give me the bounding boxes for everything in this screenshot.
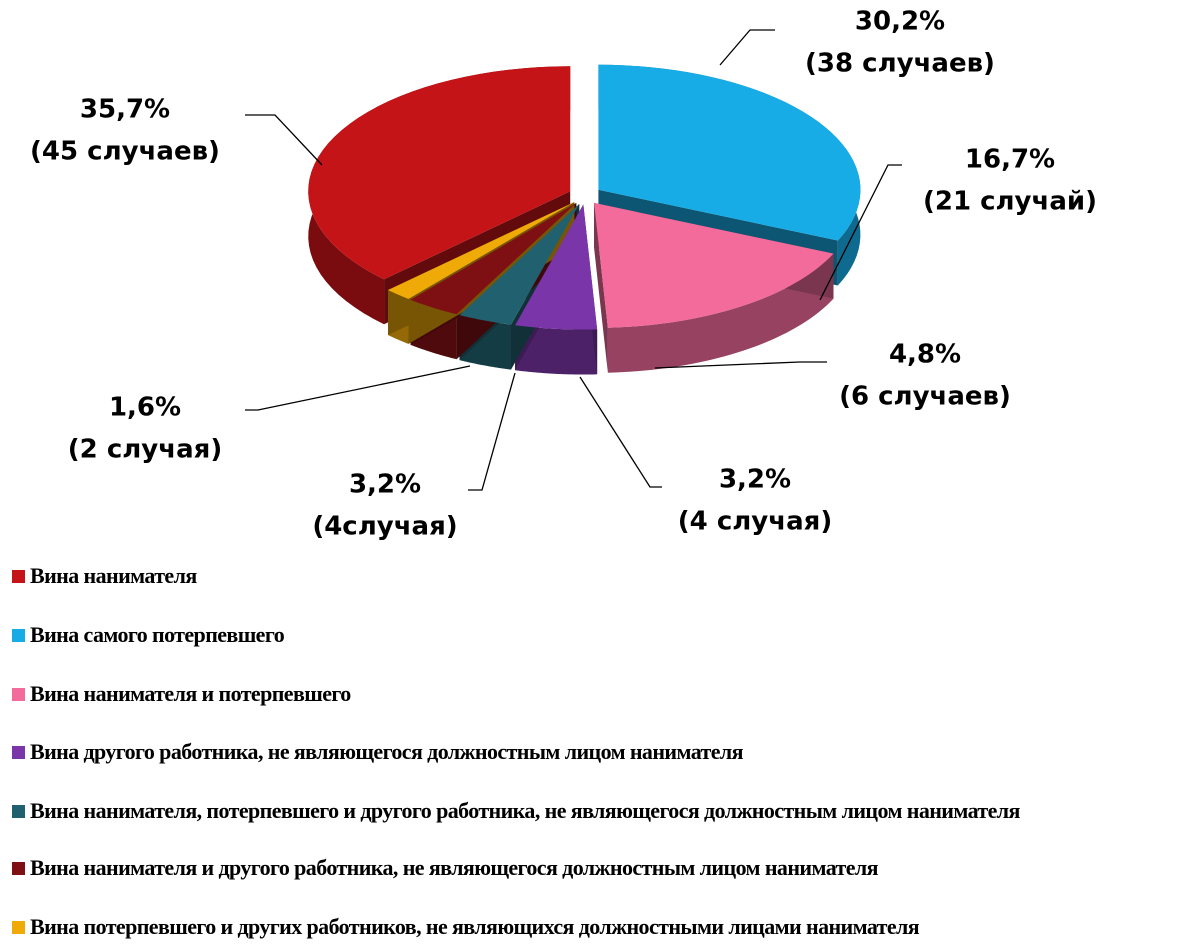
legend-label: Вина самого потерпевшего [30, 622, 285, 647]
legend-label: Вина потерпевшего и других работников, н… [30, 914, 920, 939]
legend-swatch [12, 805, 25, 818]
case-label: (38 случаев) [805, 49, 995, 79]
case-label: (6 случаев) [839, 382, 1011, 412]
slice [594, 202, 834, 328]
legend-label: Вина нанимателя, потерпевшего и другого … [30, 798, 1020, 823]
slice [598, 64, 861, 241]
leader-line [819, 164, 902, 301]
legend-item: Вина потерпевшего и других работников, н… [12, 914, 1172, 940]
legend-label: Вина другого работника, не являющегося д… [30, 739, 744, 764]
value-label: 3,2% [719, 465, 791, 495]
case-label: (4 случая) [678, 507, 832, 537]
slice [410, 203, 577, 315]
case-label: (45 случаев) [30, 137, 220, 167]
leader-line [719, 29, 775, 66]
leader-line [654, 361, 827, 369]
legend-swatch [12, 629, 25, 642]
legend-item: Вина нанимателя, потерпевшего и другого … [12, 798, 1172, 824]
legend-label: Вина нанимателя и потерпевшего [30, 681, 351, 706]
leader-line [245, 114, 323, 166]
legend-item: Вина нанимателя [12, 563, 1172, 589]
slice-side [607, 253, 834, 373]
chart: 35,7% (45 случаев) 30,2% (38 случаев) 16,7% (… [30, 7, 1097, 542]
legend-label: Вина нанимателя [30, 563, 197, 588]
value-label: 16,7% [965, 145, 1055, 175]
legend-swatch [12, 921, 25, 934]
legend-item: Вина самого потерпевшего [12, 622, 1172, 648]
value-label: 4,8% [889, 340, 961, 370]
leader-line [245, 365, 471, 411]
legend-item: Вина нанимателя и другого работника, не … [12, 855, 1172, 881]
case-label: (21 случай) [923, 187, 1097, 217]
slice-side [515, 325, 598, 375]
slice-wall [594, 202, 608, 373]
legend-swatch [12, 570, 25, 583]
leader-line [579, 376, 662, 488]
slice [308, 66, 571, 280]
value-label: 1,6% [109, 393, 181, 423]
value-label: 30,2% [855, 7, 945, 37]
value-label: 35,7% [80, 95, 170, 125]
case-label: (4случая) [312, 512, 457, 542]
value-label: 3,2% [349, 470, 421, 500]
slice [515, 204, 598, 330]
slice [388, 202, 575, 299]
case-label: (2 случая) [68, 435, 222, 465]
legend-label: Вина нанимателя и другого работника, не … [30, 855, 879, 880]
legend-item: Вина другого работника, не являющегося д… [12, 739, 1172, 765]
legend-item: Вина нанимателя и потерпевшего [12, 681, 1172, 707]
leader-line [468, 372, 516, 491]
slice-tops [308, 64, 861, 330]
legend-swatch [12, 862, 25, 875]
legend-swatch [12, 746, 25, 759]
legend-swatch [12, 688, 25, 701]
slice [459, 203, 580, 325]
